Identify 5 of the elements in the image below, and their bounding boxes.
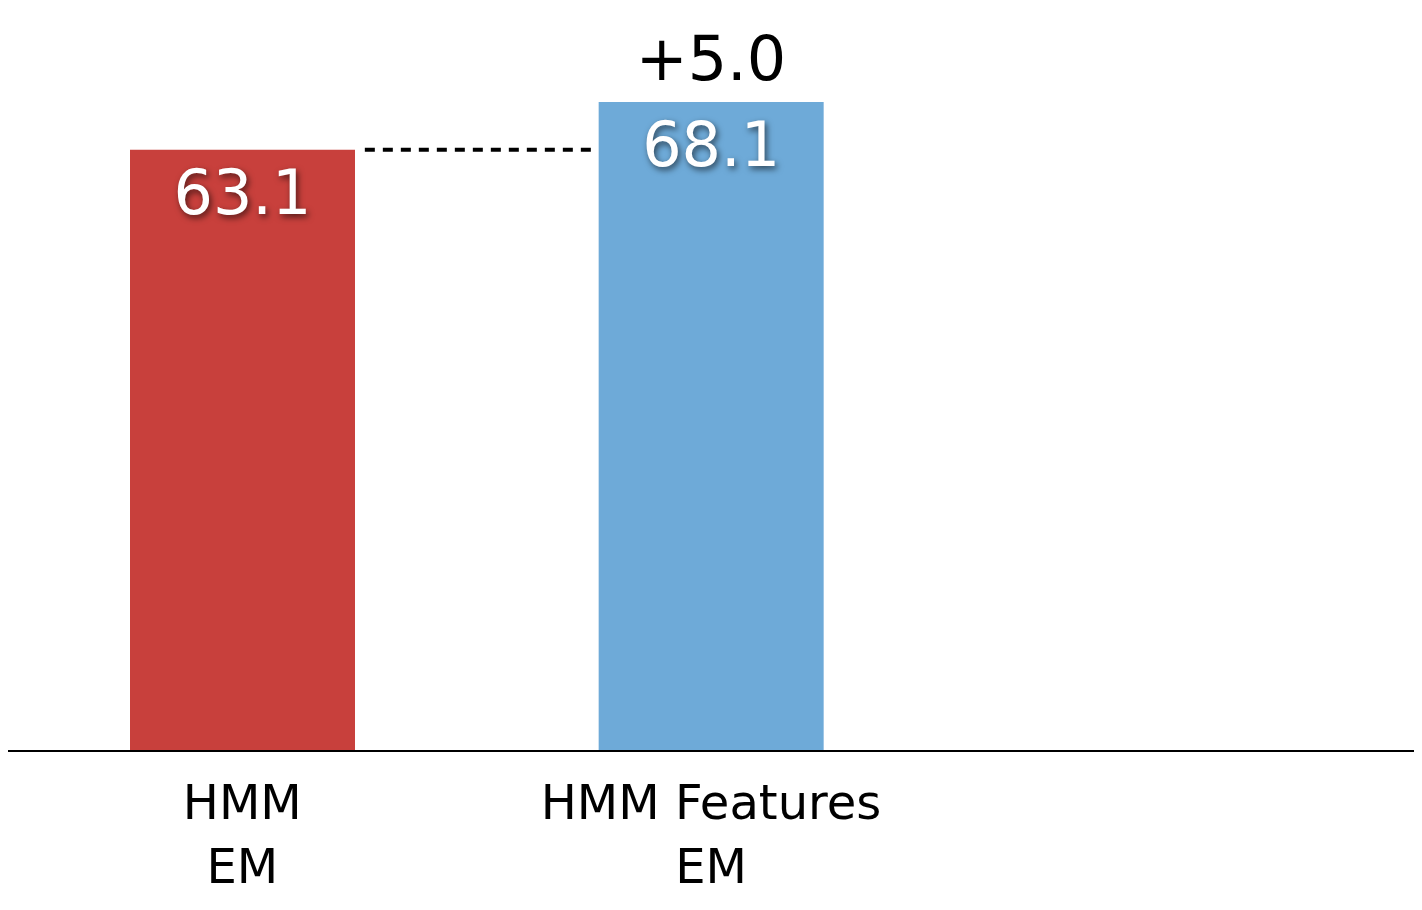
- x-tick-label: HMM Features EM: [540, 774, 882, 894]
- data-label: 68.1: [642, 108, 781, 182]
- annotation: +5.0: [635, 22, 787, 95]
- data-label: 63.1: [173, 155, 312, 229]
- x-tick-label: HMM EM: [182, 774, 302, 894]
